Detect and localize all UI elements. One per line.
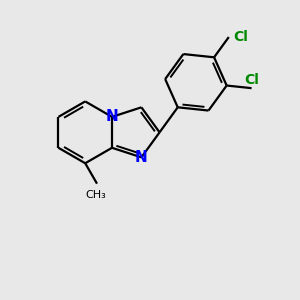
- Text: CH₃: CH₃: [85, 190, 106, 200]
- Text: Cl: Cl: [244, 73, 259, 87]
- Text: Cl: Cl: [233, 30, 248, 44]
- Text: N: N: [106, 110, 118, 124]
- Text: N: N: [135, 150, 148, 165]
